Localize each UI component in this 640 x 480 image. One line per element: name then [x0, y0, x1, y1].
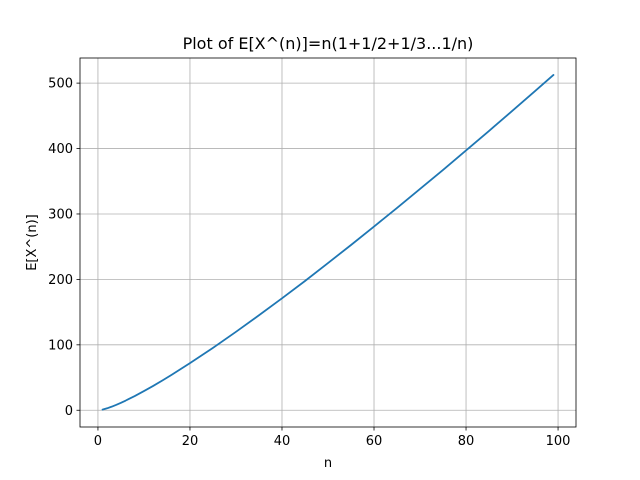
y-tick-label: 200	[48, 273, 73, 288]
series-group	[101, 74, 555, 411]
series-line	[101, 74, 555, 411]
axis-ticks: 0 20 40 60 80 100 0 100 200 300 400 500	[48, 77, 570, 449]
x-tick-label: 40	[274, 434, 291, 449]
y-tick-label: 300	[48, 207, 73, 222]
x-axis-label: n	[324, 456, 332, 471]
plot-frame	[79, 57, 577, 428]
y-tick-label: 400	[48, 142, 73, 157]
y-tick-label: 0	[65, 404, 73, 419]
y-tick-label: 500	[48, 77, 73, 92]
y-tick-label: 100	[48, 338, 73, 353]
y-axis-label: E[X^(n)]	[25, 214, 40, 271]
chart-title: Plot of E[X^(n)]=n(1+1/2+1/3...1/n)	[183, 34, 474, 53]
x-tick-label: 20	[182, 434, 199, 449]
x-tick-label: 0	[94, 434, 102, 449]
x-tick-label: 80	[458, 434, 475, 449]
x-tick-label: 100	[546, 434, 571, 449]
x-tick-label: 60	[366, 434, 383, 449]
grid-lines	[80, 58, 576, 427]
